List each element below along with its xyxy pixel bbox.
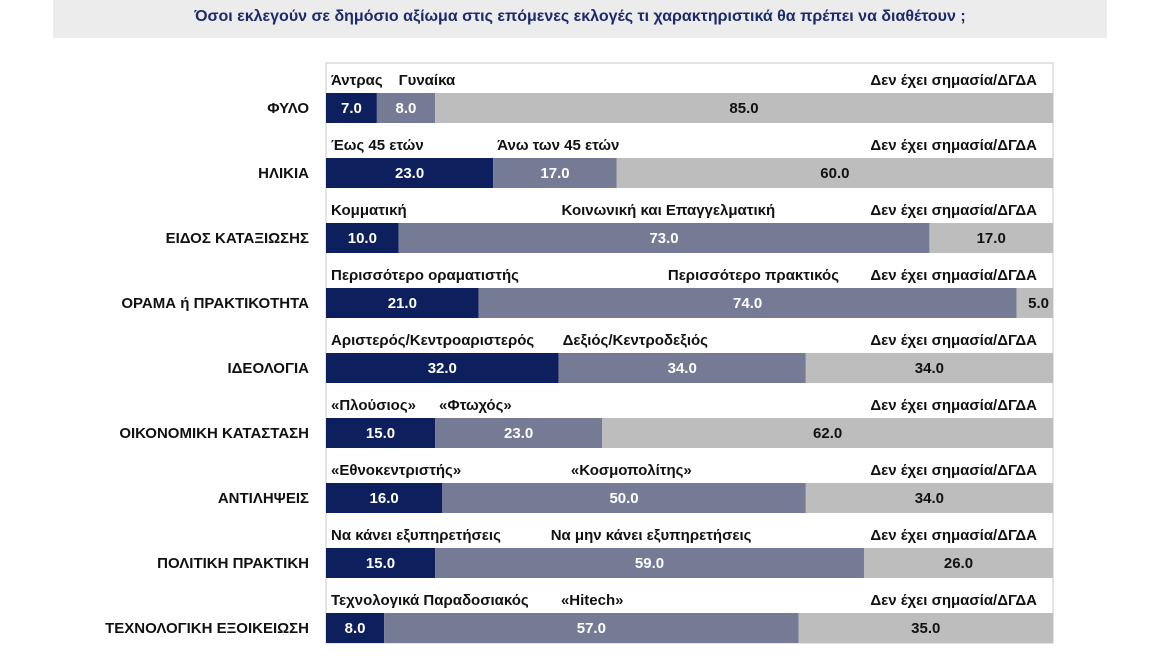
option-label: Δεν έχει σημασία/ΔΓΔΑ bbox=[870, 592, 1037, 609]
value-label: 57.0 bbox=[577, 620, 606, 637]
option-label: «Φτωχός» bbox=[439, 397, 512, 414]
value-label: 8.0 bbox=[345, 620, 366, 637]
value-label: 50.0 bbox=[609, 490, 638, 507]
category-label: ΟΙΚΟΝΟΜΙΚΗ ΚΑΤΑΣΤΑΣΗ bbox=[119, 425, 309, 442]
bar-segment bbox=[398, 223, 930, 253]
option-label: Δεξιός/Κεντροδεξιός bbox=[563, 332, 709, 349]
category-label: ΠΟΛΙΤΙΚΗ ΠΡΑΚΤΙΚΗ bbox=[157, 555, 309, 572]
category-label: ΟΡΑΜΑ ή ΠΡΑΚΤΙΚΟΤΗΤΑ bbox=[121, 295, 309, 312]
chart-title: Όσοι εκλεγούν σε δημόσιο αξίωμα στις επό… bbox=[194, 8, 966, 25]
value-label: 21.0 bbox=[388, 295, 417, 312]
value-label: 17.0 bbox=[540, 165, 569, 182]
bar-segment bbox=[435, 93, 1053, 123]
option-label: Περισσότερο πρακτικός bbox=[668, 267, 839, 284]
value-label: 5.0 bbox=[1028, 295, 1049, 312]
bar-segment bbox=[805, 353, 1053, 383]
bar-segment bbox=[384, 613, 799, 643]
bar-segment bbox=[435, 548, 864, 578]
category-label: ΕΙΔΟΣ ΚΑΤΑΞΙΩΣΗΣ bbox=[166, 230, 309, 247]
value-label: 15.0 bbox=[366, 425, 395, 442]
bar-segment bbox=[435, 418, 603, 448]
option-label: Δεν έχει σημασία/ΔΓΔΑ bbox=[870, 332, 1037, 349]
bar-segment bbox=[326, 483, 443, 513]
bar-segment bbox=[376, 93, 436, 123]
value-label: 17.0 bbox=[977, 230, 1006, 247]
chart-header: Όσοι εκλεγούν σε δημόσιο αξίωμα στις επό… bbox=[53, 0, 1107, 38]
value-label: 32.0 bbox=[428, 360, 457, 377]
option-label: «Κοσμοπολίτης» bbox=[571, 462, 692, 479]
value-label: 85.0 bbox=[729, 100, 758, 117]
bar-segment bbox=[326, 93, 377, 123]
category-label: ΑΝΤΙΛΗΨΕΙΣ bbox=[218, 490, 309, 507]
option-label: Αριστερός/Κεντροαριστερός bbox=[331, 332, 534, 349]
bar-segment bbox=[326, 288, 479, 318]
value-label: 8.0 bbox=[396, 100, 417, 117]
value-label: 34.0 bbox=[668, 360, 697, 377]
option-label: «Πλούσιος» bbox=[331, 397, 416, 414]
option-label: Δεν έχει σημασία/ΔΓΔΑ bbox=[870, 267, 1037, 284]
option-label: Να μην κάνει εξυπηρετήσεις bbox=[551, 527, 752, 544]
value-label: 16.0 bbox=[370, 490, 399, 507]
option-label: Έως 45 ετών bbox=[331, 137, 424, 154]
bar-segment bbox=[863, 548, 1053, 578]
bar-segment bbox=[929, 223, 1053, 253]
value-label: 26.0 bbox=[944, 555, 973, 572]
option-label: Άντρας bbox=[331, 72, 383, 89]
option-label: Κοινωνική και Επαγγελματική bbox=[561, 202, 775, 219]
bar-segment bbox=[1016, 288, 1053, 318]
option-label: Δεν έχει σημασία/ΔΓΔΑ bbox=[870, 397, 1037, 414]
bar-segment bbox=[442, 483, 806, 513]
bar-segment bbox=[326, 158, 494, 188]
option-label: Δεν έχει σημασία/ΔΓΔΑ bbox=[870, 137, 1037, 154]
value-label: 10.0 bbox=[348, 230, 377, 247]
option-label: Περισσότερο οραματιστής bbox=[331, 267, 519, 284]
value-label: 15.0 bbox=[366, 555, 395, 572]
value-label: 23.0 bbox=[504, 425, 533, 442]
bar-segment bbox=[326, 353, 559, 383]
option-label: Δεν έχει σημασία/ΔΓΔΑ bbox=[870, 527, 1037, 544]
option-label: Δεν έχει σημασία/ΔΓΔΑ bbox=[870, 72, 1037, 89]
bar-segment bbox=[798, 613, 1053, 643]
bar-segment bbox=[805, 483, 1053, 513]
value-label: 35.0 bbox=[911, 620, 940, 637]
option-label: Δεν έχει σημασία/ΔΓΔΑ bbox=[870, 462, 1037, 479]
option-label: «Hitech» bbox=[561, 592, 624, 609]
value-label: 34.0 bbox=[915, 490, 944, 507]
value-label: 74.0 bbox=[733, 295, 762, 312]
value-label: 73.0 bbox=[649, 230, 678, 247]
option-label: Άνω των 45 ετών bbox=[497, 137, 619, 154]
bar-segment bbox=[616, 158, 1053, 188]
option-label: «Εθνοκεντριστής» bbox=[331, 462, 461, 479]
option-label: Τεχνολογικά Παραδοσιακός bbox=[331, 592, 529, 609]
category-label: ΙΔΕΟΛΟΓΙΑ bbox=[227, 360, 309, 377]
value-label: 60.0 bbox=[820, 165, 849, 182]
option-label: Να κάνει εξυπηρετήσεις bbox=[331, 527, 501, 544]
value-label: 23.0 bbox=[395, 165, 424, 182]
value-label: 62.0 bbox=[813, 425, 842, 442]
category-label: ΤΕΧΝΟΛΟΓΙΚΗ ΕΞΟΙΚΕΙΩΣΗ bbox=[105, 620, 309, 637]
category-label: ΦΥΛΟ bbox=[267, 100, 309, 117]
value-label: 34.0 bbox=[915, 360, 944, 377]
bar-segment bbox=[326, 418, 436, 448]
category-label: ΗΛΙΚΙΑ bbox=[258, 165, 309, 182]
bar-segment bbox=[493, 158, 617, 188]
bar-segment bbox=[326, 613, 385, 643]
option-label: Δεν έχει σημασία/ΔΓΔΑ bbox=[870, 202, 1037, 219]
bar-segment bbox=[478, 288, 1017, 318]
value-label: 7.0 bbox=[341, 100, 362, 117]
value-label: 59.0 bbox=[635, 555, 664, 572]
option-label: Κομματική bbox=[331, 202, 407, 219]
bar-segment bbox=[558, 353, 806, 383]
bar-segment bbox=[326, 223, 399, 253]
bar-segment bbox=[326, 548, 436, 578]
option-label: Γυναίκα bbox=[399, 72, 456, 89]
bar-segment bbox=[602, 418, 1053, 448]
